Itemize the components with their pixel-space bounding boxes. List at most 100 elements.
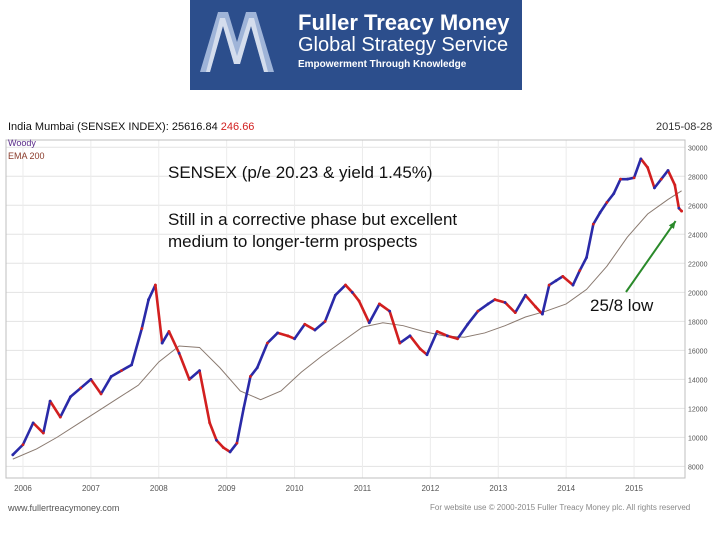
price-point	[344, 283, 347, 287]
price-segment-down	[378, 302, 391, 313]
price-segment-up	[605, 192, 616, 204]
price-point	[235, 441, 239, 445]
ema-line	[12, 190, 682, 460]
price-segment-down	[493, 298, 507, 304]
price-point	[177, 351, 181, 355]
price-point	[418, 347, 422, 351]
price-point	[313, 328, 317, 332]
arrow-head	[668, 221, 676, 229]
price-point	[208, 421, 212, 425]
price-point	[388, 309, 392, 313]
price-segment-up	[99, 375, 113, 396]
price-segment-up	[69, 386, 82, 399]
x-tick-label: 2008	[150, 484, 168, 493]
x-tick-label: 2006	[14, 484, 32, 493]
price-point	[445, 334, 449, 338]
price-segment-up	[585, 222, 595, 259]
x-tick-label: 2011	[354, 484, 372, 493]
price-segment-down	[89, 378, 103, 396]
logo-m-icon	[200, 12, 274, 72]
price-point	[554, 279, 558, 283]
price-point	[276, 331, 279, 335]
price-point	[605, 200, 609, 204]
price-point	[591, 222, 595, 226]
price-segment-down	[673, 183, 681, 210]
price-point	[578, 269, 582, 272]
price-point	[524, 293, 527, 297]
price-point	[673, 183, 677, 187]
price-segment-down	[167, 330, 181, 355]
price-point	[357, 299, 361, 303]
price-segment-up	[42, 399, 52, 435]
price-point	[561, 274, 565, 278]
price-segment-up	[160, 330, 171, 345]
y-tick-label: 14000	[688, 377, 708, 384]
price-segment-down	[303, 322, 317, 332]
price-segment-up	[79, 378, 93, 390]
price-segment-down	[524, 293, 537, 309]
price-point	[666, 169, 670, 172]
price-segment-up	[130, 327, 144, 367]
price-point	[221, 446, 225, 449]
price-point	[303, 322, 307, 326]
price-point	[48, 399, 52, 403]
price-point	[109, 375, 113, 378]
price-segment-up	[466, 309, 480, 326]
y-tick-label: 12000	[688, 406, 708, 413]
y-tick-label: 30000	[688, 145, 708, 152]
price-point	[120, 369, 123, 373]
chart-change: 246.66	[220, 121, 255, 133]
header-band: Fuller Treacy Money Global Strategy Serv…	[0, 0, 720, 98]
price-segment-up	[659, 169, 670, 181]
chart-frame	[0, 118, 720, 520]
y-tick-label: 10000	[688, 435, 708, 442]
legend-woody: Woody	[8, 138, 36, 148]
price-point	[653, 186, 656, 190]
x-tick-label: 2007	[82, 484, 100, 493]
price-point	[408, 334, 412, 338]
price-segment-down	[48, 399, 62, 419]
price-segment-up	[313, 320, 327, 332]
price-point	[99, 392, 103, 396]
price-point	[21, 443, 25, 447]
y-tick-label: 28000	[688, 174, 708, 181]
price-point	[41, 431, 45, 435]
price-point	[160, 341, 164, 345]
y-tick-label: 20000	[688, 290, 708, 297]
price-point	[632, 176, 636, 180]
price-point	[598, 211, 602, 214]
price-segment-down	[666, 169, 677, 187]
chart-title: India Mumbai (SENSEX INDEX): 25616.84 24…	[8, 121, 254, 133]
annotation-low-label: 25/8 low	[590, 296, 654, 315]
price-segment-up	[21, 421, 35, 446]
price-segment-up	[323, 293, 337, 323]
price-segment-up	[140, 298, 150, 330]
price-point	[425, 353, 429, 357]
price-segment-up	[109, 369, 123, 378]
price-segment-up	[255, 341, 269, 370]
price-segment-down	[561, 275, 575, 287]
price-point	[187, 377, 191, 381]
price-segment-up	[249, 366, 259, 378]
price-point	[140, 327, 144, 330]
x-tick-label: 2009	[218, 484, 236, 493]
x-tick-label: 2012	[421, 484, 439, 493]
brand-tagline: Empowerment Through Knowledge	[298, 59, 467, 70]
price-segment-up	[653, 177, 663, 190]
price-segment-up	[598, 201, 609, 214]
price-point	[646, 166, 650, 169]
price-point	[677, 206, 681, 210]
y-tick-label: 8000	[688, 464, 704, 471]
price-segment-up	[571, 269, 582, 287]
price-segment-down	[215, 438, 225, 449]
annotation-body-line1: Still in a corrective phase but excellen…	[168, 210, 458, 229]
brand-banner: Fuller Treacy Money Global Strategy Serv…	[190, 0, 522, 90]
price-segment-up	[293, 322, 307, 341]
price-point	[147, 298, 150, 301]
price-segment-up	[476, 302, 490, 313]
plot-border	[5, 139, 686, 479]
price-segment-up	[592, 211, 602, 226]
price-segment-down	[534, 305, 544, 316]
footer-website[interactable]: www.fullertreacymoney.com	[8, 503, 120, 513]
price-point	[333, 293, 337, 297]
